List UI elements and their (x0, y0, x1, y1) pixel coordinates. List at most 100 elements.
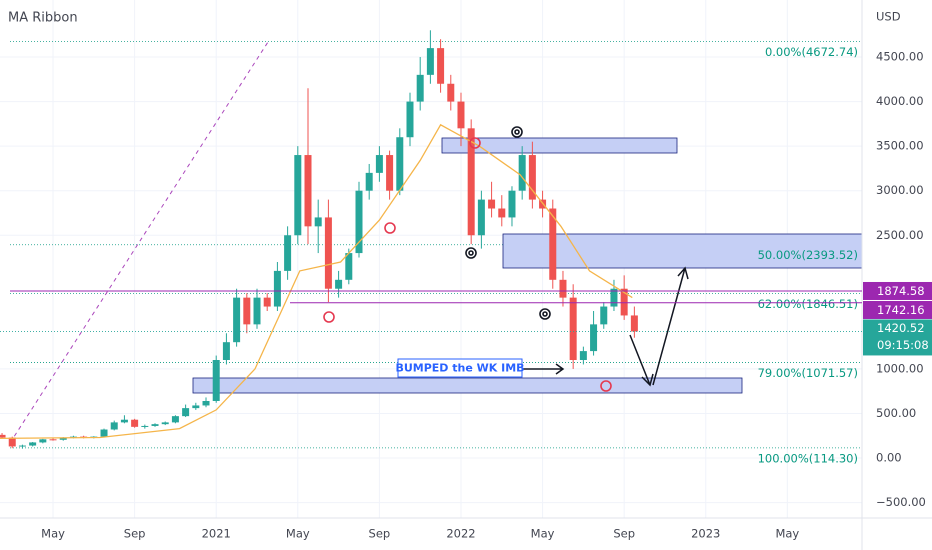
candle-body (488, 199, 496, 209)
y-tick-label: −500.00 (876, 495, 926, 509)
candle-body (335, 279, 343, 289)
candle-body (131, 419, 139, 427)
candle-body (324, 217, 332, 289)
fib-label: 0.00%(4672.74) (765, 45, 858, 59)
x-tick-label: Sep (369, 527, 391, 541)
x-tick-label: 2023 (691, 527, 720, 541)
candle-body (0, 434, 6, 438)
candle-body (386, 155, 394, 191)
candle-body (345, 253, 353, 280)
x-tick-label: May (775, 527, 799, 541)
candle-body (49, 439, 57, 441)
zone (192, 377, 743, 394)
candle-body (171, 416, 179, 423)
candle-body (161, 422, 169, 425)
candle-body (528, 155, 536, 200)
price-tag-label: 1420.52 (877, 321, 925, 335)
fib-label: 50.00%(2393.52) (758, 248, 858, 262)
candle-body (600, 306, 608, 325)
candle-body (508, 190, 516, 218)
countdown: 09:15:08 (877, 338, 929, 352)
candle-body (253, 297, 261, 325)
candle-body (518, 155, 526, 191)
candle-body (182, 408, 190, 417)
candle-body (243, 297, 251, 325)
candle-body (610, 288, 618, 307)
x-tick-label: May (286, 527, 310, 541)
candle-body (294, 155, 302, 236)
candle-body (365, 172, 373, 191)
y-tick-label: 1000.00 (876, 361, 924, 375)
y-tick-label: 4000.00 (876, 94, 924, 108)
candle-body (569, 297, 577, 361)
y-tick-label: 3500.00 (876, 139, 924, 153)
candle-body (396, 137, 404, 191)
candle-body (59, 437, 67, 440)
arrows (522, 266, 689, 387)
x-tick-label: 2022 (446, 527, 475, 541)
fib-label: 100.00%(114.30) (758, 451, 858, 465)
markers (323, 126, 612, 392)
candle-body (498, 208, 506, 218)
price-tag-label: 1742.16 (877, 303, 925, 317)
candle-body (263, 297, 271, 307)
candle-body (549, 208, 557, 280)
candle-body (447, 83, 455, 102)
candle-body (284, 235, 292, 271)
chart-title: MA Ribbon (8, 11, 78, 26)
price-tag-label: 1874.58 (877, 284, 925, 298)
candle-body (202, 400, 210, 406)
candle-body (192, 405, 200, 409)
candle-body (39, 439, 47, 443)
candle-body (620, 288, 628, 316)
annotation-box (397, 358, 523, 378)
candle-body (273, 270, 281, 307)
price-tag (863, 300, 932, 319)
candle-body (416, 74, 424, 102)
price-tag (863, 281, 932, 300)
candle-body (110, 422, 118, 430)
candle-body (559, 279, 567, 298)
zone (441, 137, 678, 154)
y-tick-label: 2500.00 (876, 228, 924, 242)
plot (0, 30, 638, 449)
candle-body (406, 101, 414, 138)
x-tick-label: Sep (613, 527, 635, 541)
currency: USD (876, 10, 901, 24)
candle-body (457, 101, 465, 129)
candle-body (141, 425, 149, 427)
x-tick-label: 2021 (202, 527, 231, 541)
candle-body (8, 437, 16, 447)
price-tag (863, 319, 932, 356)
candle-body (233, 297, 241, 343)
candle-body (426, 48, 434, 75)
candle-body (437, 48, 445, 84)
candle-body (477, 199, 485, 236)
candle-body (212, 360, 220, 401)
fib-label: 79.00%(1071.57) (758, 366, 858, 380)
candle-body (467, 128, 475, 236)
candle-body (18, 445, 26, 447)
candle-body (355, 190, 363, 254)
ma-line (0, 123, 633, 440)
candle-body (29, 442, 37, 446)
candle-body (314, 217, 322, 227)
candle-body (375, 155, 383, 173)
y-tick-label: 4500.00 (876, 50, 924, 64)
candle-body (100, 429, 108, 437)
x-tick-label: May (531, 527, 555, 541)
x-tick-label: Sep (124, 527, 146, 541)
candle-body (590, 324, 598, 352)
y-tick-label: 3000.00 (876, 183, 924, 197)
candle-body (222, 342, 230, 361)
y-tick-label: 0.00 (876, 451, 902, 465)
candle-body (630, 315, 638, 332)
fib-label: 62.00%(1846.51) (758, 297, 858, 311)
annotation: BUMPED the WK IMB (395, 362, 524, 375)
y-tick-label: 500.00 (876, 406, 916, 420)
candle-body (120, 419, 128, 423)
candle-body (151, 424, 159, 426)
candle-body (579, 351, 587, 361)
x-tick-label: May (41, 527, 65, 541)
